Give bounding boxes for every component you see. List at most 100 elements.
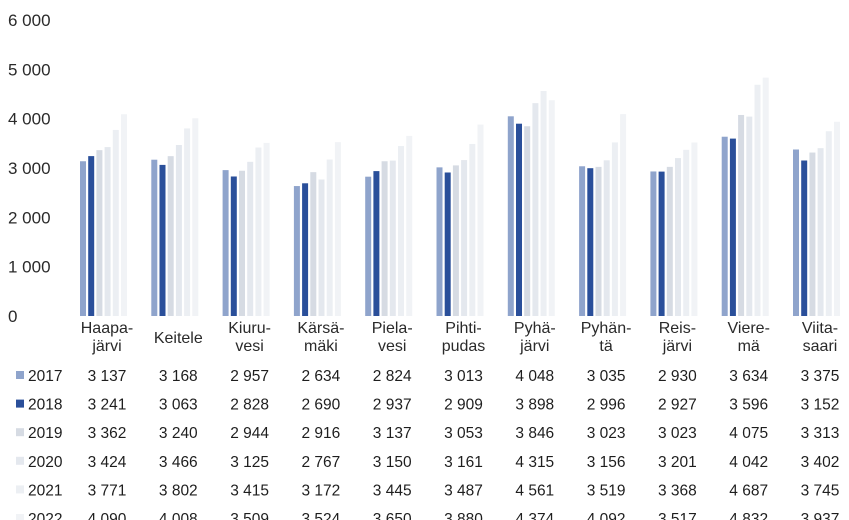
bar-2019-8	[666, 166, 673, 316]
data-table-cell: 2 824	[373, 368, 412, 385]
legend-label: 2020	[28, 454, 63, 471]
bar-2018-7	[587, 168, 594, 316]
bar-2021-10	[825, 131, 832, 316]
data-table-cell: 3 375	[801, 368, 840, 385]
bar-2018-3	[302, 183, 309, 316]
bar-2022-2	[263, 142, 270, 316]
data-table-cell: 3 402	[801, 454, 840, 471]
data-table-cell: 4 687	[729, 482, 768, 499]
data-table-cell: 2 944	[230, 425, 269, 442]
bar-2020-6	[532, 103, 539, 316]
y-tick-label: 0	[8, 307, 17, 326]
category-label: järvi	[91, 338, 121, 355]
bar-2019-6	[524, 126, 531, 316]
category-label: Haapa-	[81, 320, 133, 337]
bar-2017-1	[151, 159, 158, 316]
data-table-cell: 4 090	[88, 511, 127, 520]
data-table-cell: 2 927	[658, 397, 697, 414]
y-tick-label: 1 000	[8, 258, 51, 277]
bar-2022-4	[406, 135, 413, 316]
bar-2019-3	[310, 172, 317, 316]
data-table-cell: 2 937	[373, 397, 412, 414]
category-label: Viita-	[802, 320, 838, 337]
data-table-cell: 3 634	[729, 368, 768, 385]
data-table-cell: 4 048	[515, 368, 554, 385]
category-label: saari	[803, 338, 838, 355]
data-table-cell: 3 152	[801, 397, 840, 414]
bar-2021-2	[255, 147, 262, 316]
data-table-cell: 3 771	[88, 482, 127, 499]
data-table-cell: 2 909	[444, 397, 483, 414]
category-label: mä	[738, 338, 760, 355]
bar-2018-2	[230, 176, 237, 316]
category-label: Viere-	[728, 320, 770, 337]
category-label: Kiuru-	[228, 320, 271, 337]
data-table-cell: 3 063	[159, 397, 198, 414]
y-tick-label: 4 000	[8, 110, 51, 129]
data-table-cell: 3 150	[373, 454, 412, 471]
y-tick-label: 3 000	[8, 159, 51, 178]
bar-2020-9	[746, 116, 753, 316]
bar-2018-10	[801, 160, 808, 316]
category-label: Pyhä-	[514, 320, 556, 337]
data-table-cell: 3 241	[88, 397, 127, 414]
bar-2021-6	[540, 90, 547, 317]
data-table-cell: 4 075	[729, 425, 768, 442]
data-table-cell: 4 092	[587, 511, 626, 520]
bar-2022-5	[477, 124, 484, 316]
legend-swatch-2018	[16, 399, 24, 408]
data-table-cell: 3 023	[587, 425, 626, 442]
bar-2020-7	[603, 160, 610, 316]
data-table-cell: 3 487	[444, 482, 483, 499]
data-table-cell: 2 996	[587, 397, 626, 414]
data-table-cell: 4 374	[515, 511, 554, 520]
bar-2019-9	[738, 114, 745, 316]
legend-label: 2017	[28, 368, 62, 385]
legend-swatch-2017	[16, 371, 24, 379]
bar-2021-9	[754, 84, 761, 317]
data-table-cell: 3 846	[515, 425, 554, 442]
bar-2021-1	[184, 128, 191, 316]
data-table-cell: 3 802	[159, 482, 198, 499]
data-table-cell: 4 008	[159, 511, 198, 520]
bar-2019-4	[381, 161, 388, 316]
bar-2022-0	[121, 114, 127, 316]
category-label: pudas	[442, 338, 486, 355]
data-table-cell: 2 930	[658, 368, 697, 385]
data-table-cell: 3 880	[444, 511, 483, 520]
bar-2022-10	[834, 121, 840, 317]
bar-2020-5	[461, 160, 468, 316]
data-table-cell: 3 161	[444, 454, 483, 471]
bar-2019-5	[452, 165, 459, 316]
category-label: tä	[599, 338, 612, 355]
bar-2022-8	[691, 142, 698, 316]
data-table-cell: 2 634	[302, 368, 341, 385]
legend-swatch-2020	[16, 456, 24, 465]
data-table-cell: 3 466	[159, 454, 198, 471]
data-table-cell: 3 745	[801, 482, 840, 499]
bar-2017-4	[365, 176, 372, 316]
category-label: Kärsä-	[297, 320, 344, 337]
category-label: Pihti-	[445, 320, 481, 337]
data-table-cell: 3 313	[801, 425, 840, 442]
category-label: Keitele	[154, 330, 203, 347]
legend-label: 2021	[28, 482, 62, 499]
bar-2022-7	[620, 114, 627, 317]
bar-2020-8	[675, 158, 681, 316]
legend-label: 2018	[28, 397, 62, 414]
data-table-cell: 3 023	[658, 425, 697, 442]
bar-2020-10	[817, 148, 824, 316]
data-table-cell: 3 368	[658, 482, 697, 499]
data-table-cell: 3 137	[373, 425, 412, 442]
legend-swatch-2019	[16, 428, 24, 437]
bar-2019-7	[595, 166, 602, 316]
data-table-cell: 4 042	[729, 454, 768, 471]
bar-2021-3	[326, 159, 333, 316]
bar-2018-4	[373, 171, 380, 316]
bar-2017-6	[507, 116, 514, 316]
bar-2022-9	[762, 77, 769, 316]
data-table-cell: 4 561	[515, 482, 554, 499]
data-table-cell: 3 898	[515, 397, 554, 414]
data-table-cell: 3 035	[587, 368, 626, 385]
bar-2020-0	[104, 147, 111, 316]
